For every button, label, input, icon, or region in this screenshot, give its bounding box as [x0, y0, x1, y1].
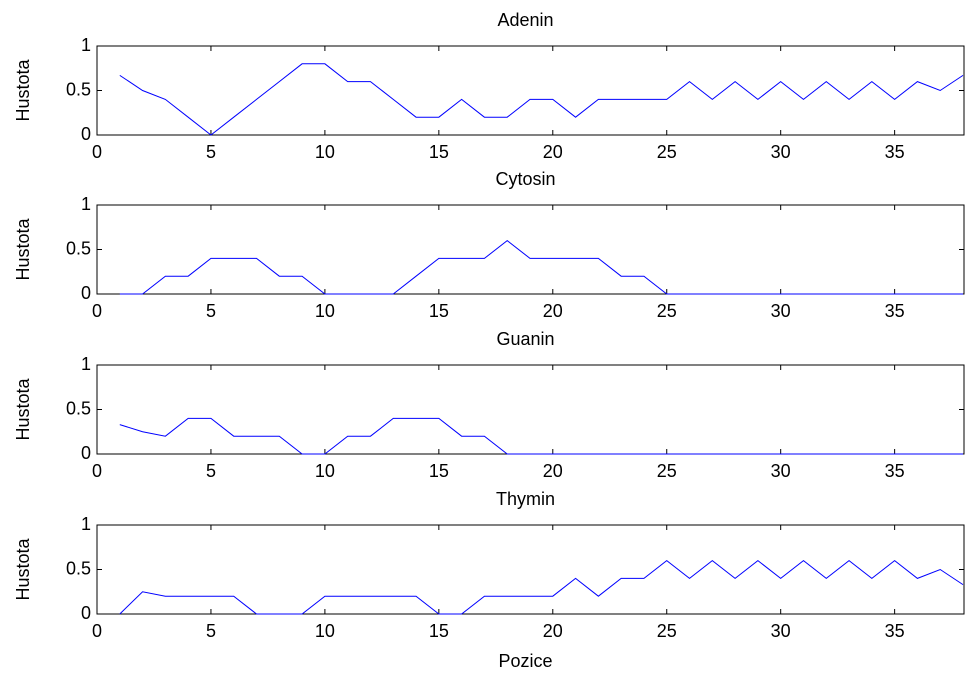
subplot-title: Adenin: [497, 10, 553, 30]
data-line: [119, 239, 963, 295]
x-tick-label: 0: [92, 461, 102, 481]
x-tick-label: 10: [315, 301, 335, 321]
x-tick-label: 0: [92, 301, 102, 321]
x-tick-label: 25: [657, 621, 677, 641]
y-axis-label: Hustota: [13, 378, 33, 441]
x-tick-label: 15: [429, 461, 449, 481]
x-tick-label: 30: [771, 621, 791, 641]
x-tick-label: 35: [885, 621, 905, 641]
axes-frame: [96, 204, 965, 295]
axes-frame: [96, 524, 965, 615]
x-tick-label: 30: [771, 461, 791, 481]
y-axis-label: Hustota: [13, 59, 33, 122]
y-tick-label: 0.5: [66, 79, 91, 99]
subplot-title: Guanin: [496, 329, 554, 349]
y-tick-label: 1: [81, 35, 91, 55]
x-tick-label: 35: [885, 461, 905, 481]
y-tick-label: 1: [81, 354, 91, 374]
x-tick-label: 15: [429, 621, 449, 641]
x-tick-label: 5: [206, 142, 216, 162]
x-tick-label: 10: [315, 621, 335, 641]
y-tick-label: 0.5: [66, 558, 91, 578]
x-tick-label: 20: [543, 621, 563, 641]
y-axis-label: Hustota: [13, 218, 33, 281]
axes-frame: [96, 45, 965, 136]
x-tick-label: 10: [315, 142, 335, 162]
y-tick-label: 1: [81, 514, 91, 534]
y-tick-label: 0: [81, 124, 91, 144]
axes-frame: [96, 364, 965, 455]
x-tick-label: 30: [771, 142, 791, 162]
data-line: [119, 417, 963, 455]
x-tick-label: 0: [92, 621, 102, 641]
x-tick-label: 15: [429, 301, 449, 321]
x-tick-label: 25: [657, 461, 677, 481]
data-line: [119, 63, 964, 136]
x-tick-label: 10: [315, 461, 335, 481]
x-tick-label: 20: [543, 142, 563, 162]
y-tick-label: 0.5: [66, 398, 91, 418]
x-tick-label: 20: [543, 461, 563, 481]
y-tick-label: 0: [81, 603, 91, 623]
x-tick-label: 35: [885, 142, 905, 162]
y-tick-label: 0: [81, 443, 91, 463]
y-tick-label: 1: [81, 194, 91, 214]
x-tick-label: 5: [206, 621, 216, 641]
data-line: [119, 559, 964, 615]
y-tick-label: 0: [81, 283, 91, 303]
y-tick-label: 0.5: [66, 238, 91, 258]
x-tick-label: 35: [885, 301, 905, 321]
y-axis-label: Hustota: [13, 538, 33, 601]
x-tick-label: 0: [92, 142, 102, 162]
x-tick-label: 25: [657, 142, 677, 162]
x-tick-label: 15: [429, 142, 449, 162]
subplot-title: Thymin: [496, 489, 555, 509]
x-tick-label: 5: [206, 301, 216, 321]
x-tick-label: 30: [771, 301, 791, 321]
x-tick-label: 5: [206, 461, 216, 481]
x-tick-label: 20: [543, 301, 563, 321]
x-axis-label: Pozice: [498, 651, 552, 671]
subplot-title: Cytosin: [495, 169, 555, 189]
x-tick-label: 25: [657, 301, 677, 321]
